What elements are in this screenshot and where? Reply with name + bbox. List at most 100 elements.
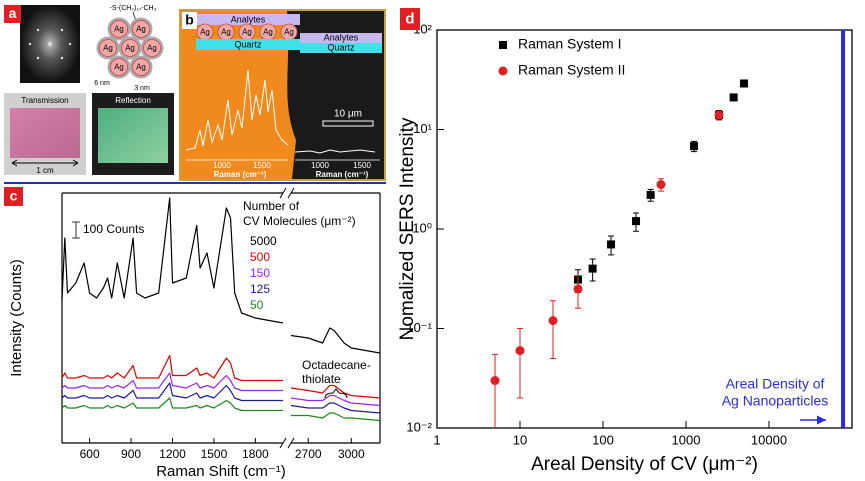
scale-bar-label: 100 Counts (83, 222, 144, 236)
panel-label-box (4, 187, 23, 206)
particle (143, 39, 161, 57)
annotation: Octadecane- (302, 358, 371, 372)
particle-label: Ag (221, 28, 231, 37)
spectrum-line (61, 382, 381, 414)
particle (121, 39, 139, 57)
panel-label-box (4, 5, 21, 23)
legend-marker (498, 66, 508, 76)
particle-label: Ag (284, 28, 294, 37)
x-tick-label: 600 (80, 447, 100, 461)
scale-arrows (11, 159, 79, 167)
particle (132, 20, 150, 38)
particle (110, 20, 128, 38)
x-axis-title: Raman Shift (cm⁻¹) (156, 463, 286, 480)
spectrum-line (61, 197, 381, 354)
marker (515, 346, 525, 356)
panel-label: d (405, 10, 414, 27)
legend-label: Raman System II (518, 62, 625, 78)
particle-cluster: Ag Ag Ag Ag Ag Ag Ag (96, 17, 164, 79)
tick-label: 1500 (253, 161, 271, 170)
y-tick-label: 10⁻¹ (406, 320, 432, 335)
particle (99, 39, 117, 57)
x-tick-label: 1800 (242, 447, 269, 461)
layer-bar (300, 33, 382, 43)
panel-label-box (400, 8, 420, 30)
panel-c: 600 900 1200 1500 1800 2700 3000 Raman Shift (c… (4, 187, 381, 480)
axis-break (279, 437, 295, 449)
scale-bar (72, 221, 80, 239)
plot-frame (436, 29, 853, 429)
y-axis-title: Intensity (Counts) (8, 259, 25, 377)
layer-label: Quartz (234, 39, 262, 49)
y-tick-label: 10¹ (413, 121, 432, 136)
marker (632, 217, 641, 226)
spectrum (294, 149, 376, 154)
particle-label: Ag (242, 28, 252, 37)
marker (656, 180, 666, 190)
axis-break (279, 187, 295, 199)
axis-label: Raman (cm⁻¹) (316, 170, 369, 179)
layer-bar (300, 43, 382, 53)
legend-label: Raman System I (518, 36, 621, 52)
legend-label: 5000 (250, 234, 277, 248)
marker (548, 316, 558, 326)
particle-row: Ag Ag Ag Ag Ag (196, 23, 298, 41)
error-bar (517, 328, 523, 399)
particle-label: Ag (136, 63, 146, 72)
x-tick-label: 10000 (751, 432, 787, 447)
particle-label: Ag (136, 25, 146, 34)
layer-label: Analytes (324, 32, 359, 42)
layer-bar (196, 14, 300, 25)
spectrum (185, 69, 289, 151)
legend-marker (499, 41, 507, 49)
particle-label: Ag (263, 28, 273, 37)
panel-label-box (182, 12, 197, 29)
panel-a: a -S-(CH₂)₁₇-CH₃ Ag Ag Ag Ag Ag Ag Ag 6 nm 3 n… (4, 5, 174, 175)
x-tick-label: 2700 (295, 447, 322, 461)
x-axis-title: Areal Density of CV (μm⁻²) (531, 454, 758, 475)
marker (690, 142, 699, 151)
marker (714, 110, 724, 120)
spectrum-line (61, 354, 381, 399)
tick-label: 1000 (311, 161, 329, 170)
particle-label: Ag (114, 25, 124, 34)
tick-label: 1500 (353, 161, 371, 170)
legend-label: 150 (250, 266, 270, 280)
marker (607, 240, 616, 249)
marker (588, 264, 597, 273)
legend-label: 125 (250, 282, 270, 296)
chemical-label: -S-(CH₂)₁₇-CH₃ (110, 5, 157, 12)
particle-label: Ag (114, 63, 124, 72)
spectrum-line (61, 397, 381, 422)
layer-label: Analytes (231, 14, 266, 24)
particle-label: Ag (200, 28, 210, 37)
reference-label: Ag Nanoparticles (722, 393, 829, 409)
legend-title: Number of (243, 199, 300, 213)
particle (132, 58, 150, 76)
panel-label: c (10, 188, 18, 204)
photo-label: Reflection (115, 96, 151, 105)
tick-label: 1000 (213, 161, 231, 170)
x-tick-label: 1500 (201, 447, 228, 461)
scale-label: 6 nm (94, 80, 110, 87)
legend-title: CV Molecules (μm⁻²) (243, 214, 356, 228)
annotation: thiolate (302, 372, 341, 386)
axis-label: Raman (cm⁻¹) (214, 170, 267, 179)
x-tick-label: 100 (592, 432, 614, 447)
legend-label: 500 (250, 250, 270, 264)
y-tick-label: 10⁻² (406, 419, 432, 434)
particle-label: Ag (147, 44, 157, 53)
photo-sample (98, 108, 168, 163)
x-tick-label: 10 (513, 432, 527, 447)
particle (110, 58, 128, 76)
photo-sample (10, 108, 80, 158)
marker (740, 79, 749, 88)
legend-label: 50 (250, 298, 264, 312)
bracket (324, 388, 348, 399)
reference-label: Areal Density of (726, 376, 825, 392)
spectrum-line (61, 372, 381, 407)
x-tick-label: 3000 (338, 447, 365, 461)
x-tick-label: 1 (433, 432, 440, 447)
marker (729, 93, 738, 102)
